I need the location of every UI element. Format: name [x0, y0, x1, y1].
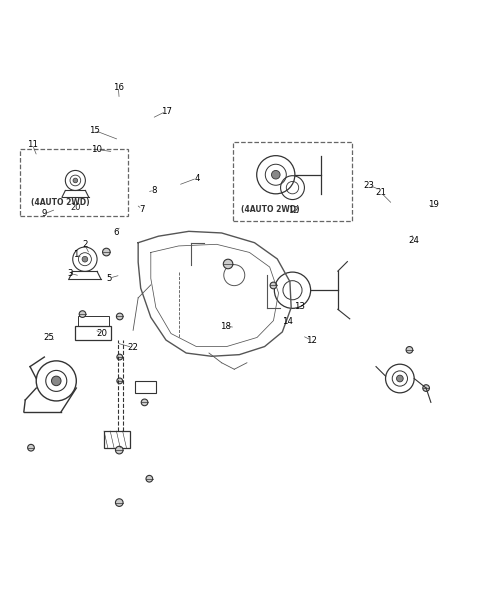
Circle shape — [51, 376, 61, 386]
Circle shape — [272, 171, 280, 179]
Circle shape — [28, 444, 34, 451]
Text: 4: 4 — [194, 173, 200, 182]
Circle shape — [406, 346, 413, 353]
Text: 20: 20 — [96, 329, 107, 337]
Circle shape — [116, 313, 123, 320]
Text: 5: 5 — [106, 274, 111, 283]
Text: 10: 10 — [91, 145, 102, 154]
Bar — [75, 326, 111, 340]
Circle shape — [223, 259, 233, 269]
Circle shape — [270, 282, 277, 289]
Circle shape — [79, 311, 86, 317]
Bar — [104, 431, 130, 448]
Text: (4AUTO 2WD): (4AUTO 2WD) — [31, 198, 90, 207]
Text: 16: 16 — [113, 83, 124, 92]
Text: 12: 12 — [306, 336, 317, 345]
Text: 25: 25 — [44, 333, 55, 342]
Text: 8: 8 — [151, 185, 157, 195]
Circle shape — [103, 248, 110, 256]
Bar — [78, 316, 109, 326]
Text: 1: 1 — [72, 250, 78, 259]
Text: 7: 7 — [139, 205, 145, 214]
Text: 20: 20 — [70, 204, 81, 212]
Text: 3: 3 — [68, 269, 73, 278]
Circle shape — [146, 476, 153, 482]
Text: 12: 12 — [288, 206, 299, 215]
Circle shape — [117, 378, 122, 384]
Text: 22: 22 — [127, 343, 138, 352]
Circle shape — [396, 375, 403, 382]
Circle shape — [116, 499, 123, 506]
Text: 24: 24 — [408, 235, 420, 245]
Circle shape — [82, 257, 88, 262]
Circle shape — [423, 385, 430, 391]
Text: (4AUTO 2WD): (4AUTO 2WD) — [241, 205, 300, 214]
Text: 6: 6 — [113, 228, 119, 237]
Text: 21: 21 — [375, 188, 386, 197]
Text: 15: 15 — [89, 126, 100, 135]
Text: 18: 18 — [220, 322, 231, 330]
Text: 13: 13 — [294, 303, 305, 312]
Circle shape — [116, 446, 123, 454]
Text: 17: 17 — [160, 107, 171, 116]
Text: 11: 11 — [27, 140, 38, 149]
Circle shape — [141, 399, 148, 406]
Text: 23: 23 — [363, 181, 374, 190]
Text: 2: 2 — [82, 240, 88, 250]
Circle shape — [73, 178, 78, 183]
Text: 14: 14 — [282, 317, 293, 326]
Text: 9: 9 — [42, 209, 47, 218]
Circle shape — [117, 354, 122, 360]
Text: 19: 19 — [428, 200, 439, 209]
